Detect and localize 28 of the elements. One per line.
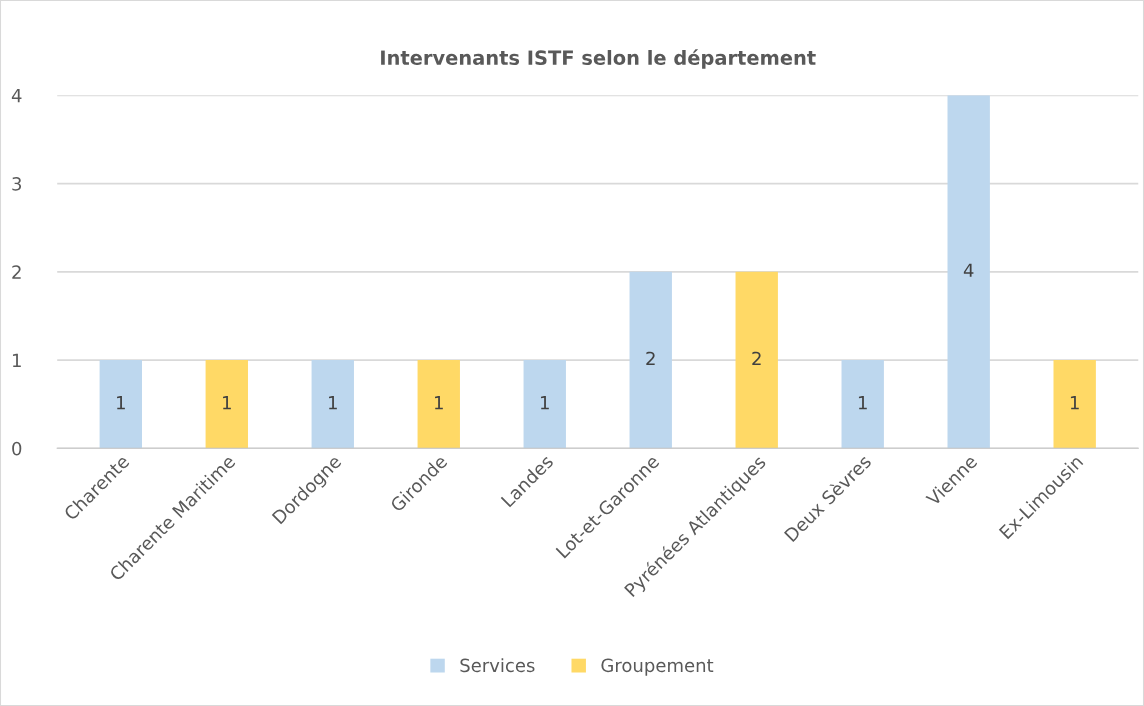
bar [735,271,778,449]
bar [311,360,354,449]
y-tick-label: 0 [12,441,22,456]
data-label: 1 [1070,396,1079,410]
y-tick-label: 4 [11,89,22,103]
bar [841,360,884,449]
legend-label: Groupement [601,658,714,676]
data-label: 2 [752,351,761,366]
y-tick-label: 2 [12,265,21,279]
bar [947,95,990,449]
data-label: 4 [963,263,974,277]
bar [99,360,142,449]
bar [629,271,672,449]
bar [205,360,248,449]
data-label: 1 [435,396,443,410]
bar [523,360,566,449]
y-tick-label: 1 [12,353,21,367]
bar [1053,360,1096,449]
data-label: 1 [223,396,231,410]
y-tick-label: 3 [12,177,22,191]
chart-title: Intervenants ISTF selon le département [381,49,816,69]
data-label: 2 [646,351,655,366]
data-label: 1 [858,396,867,410]
bar [417,360,460,449]
data-label: 1 [540,396,549,410]
data-label: 1 [117,396,125,410]
legend-label: Services [460,658,535,673]
data-label: 1 [329,396,337,410]
